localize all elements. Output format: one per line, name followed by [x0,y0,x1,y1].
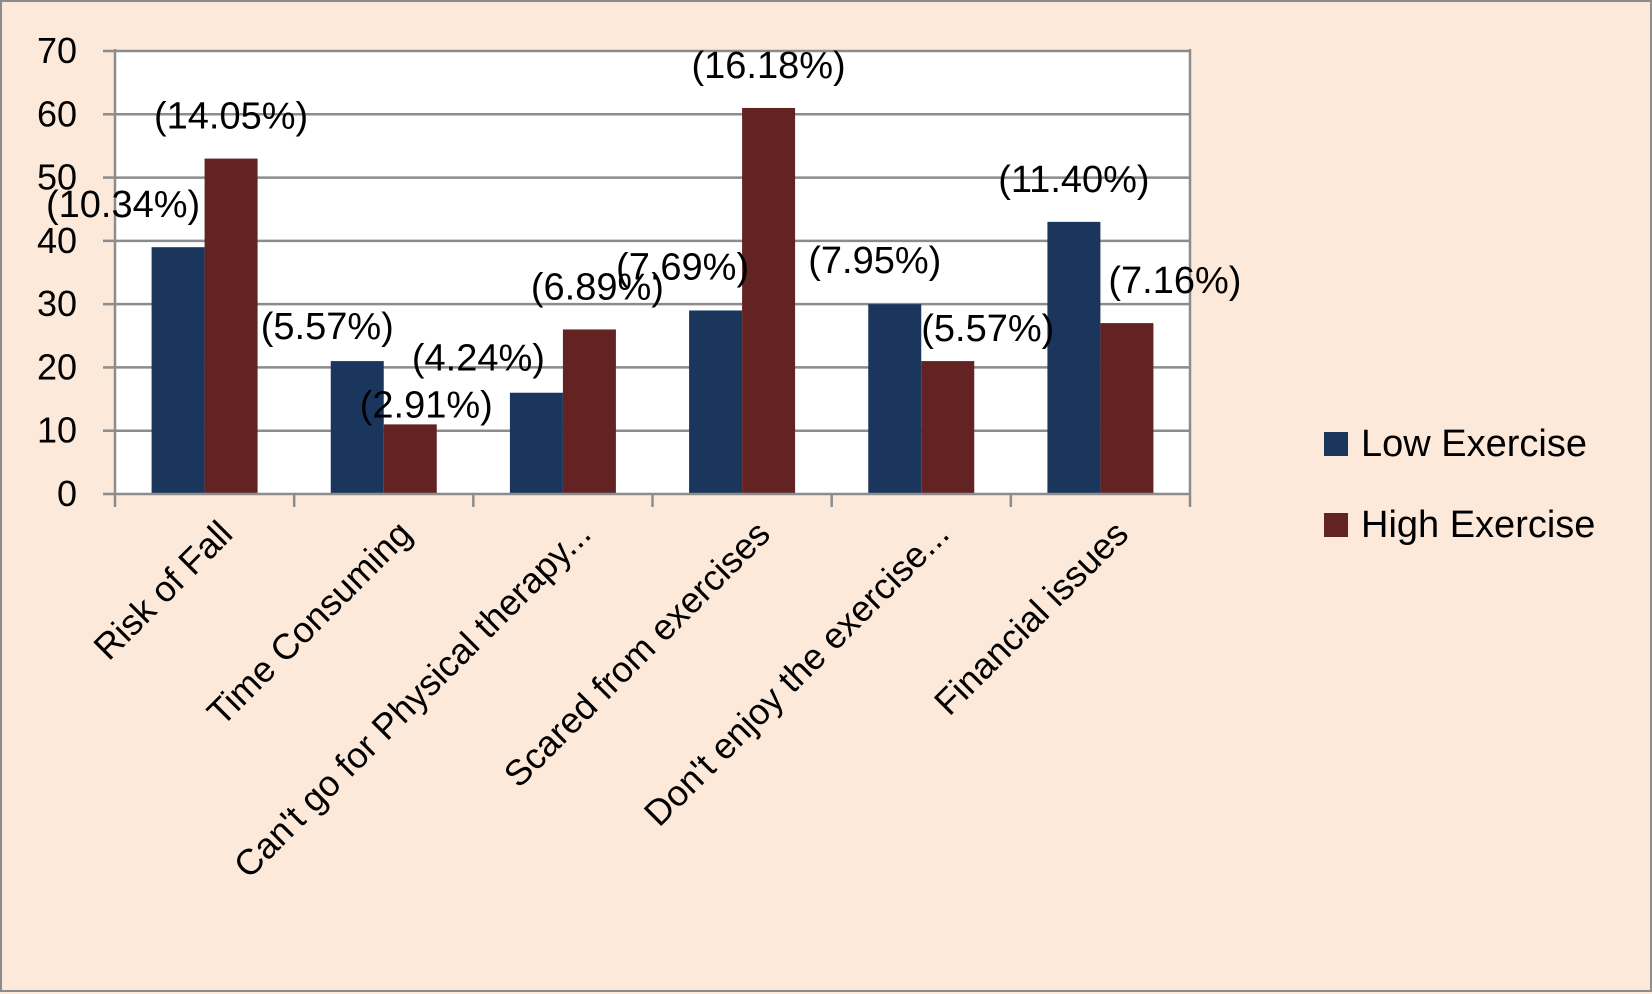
y-tick-label: 40 [37,220,77,261]
legend: Low Exercise High Exercise [1324,423,1595,546]
bar-high [383,424,437,494]
y-tick-label: 60 [37,93,77,134]
data-label: (11.40%) [998,159,1149,201]
legend-label: Low Exercise [1361,423,1587,465]
data-label: (7.69%) [616,246,749,288]
bar-high [562,329,616,494]
y-tick-label: 10 [37,410,77,451]
bar-high [204,158,258,495]
bar-low [509,392,563,494]
bar-low [151,247,205,494]
data-label: (10.34%) [46,184,200,226]
bar-high [1100,323,1154,494]
y-tick-label: 30 [37,283,77,324]
category-label: Risk of Fall [85,513,240,668]
legend-swatch [1324,513,1348,537]
category-label: Can't go for Physical therapy... [226,513,599,886]
y-tick-label: 20 [37,346,77,387]
y-tick-label: 70 [37,30,77,71]
gridlines [115,49,1190,432]
bars [151,107,1154,495]
y-tick-label: 50 [37,157,77,198]
bar-high [921,361,975,494]
legend-label: High Exercise [1361,504,1595,546]
category-label: Financial issues [926,513,1136,723]
data-label: (5.57%) [261,306,394,348]
data-label: (7.16%) [1108,260,1241,302]
legend-swatch [1324,432,1348,456]
data-label: (16.18%) [691,45,845,87]
data-label: (5.57%) [921,308,1054,350]
axes [113,49,1192,507]
data-label: (4.24%) [412,338,545,380]
data-label: (2.91%) [360,384,493,426]
bar-low [868,304,922,494]
y-axis-ticks: 0 10 20 30 40 50 60 70 [37,30,115,514]
category-label: Don't enjoy the exercise... [636,513,957,834]
bar-high [742,107,796,494]
bar-low [330,361,384,494]
bar-low [689,310,743,494]
y-tick-label: 0 [57,473,77,514]
data-label: (14.05%) [154,96,308,138]
data-labels: (10.34%) (5.57%) (4.24%) (7.69%) (7.95%) (11.… [46,45,1241,426]
plot-area [115,51,1190,494]
data-label: (7.95%) [808,240,941,282]
bar-low [1047,221,1101,494]
data-label: (6.89%) [531,266,664,308]
